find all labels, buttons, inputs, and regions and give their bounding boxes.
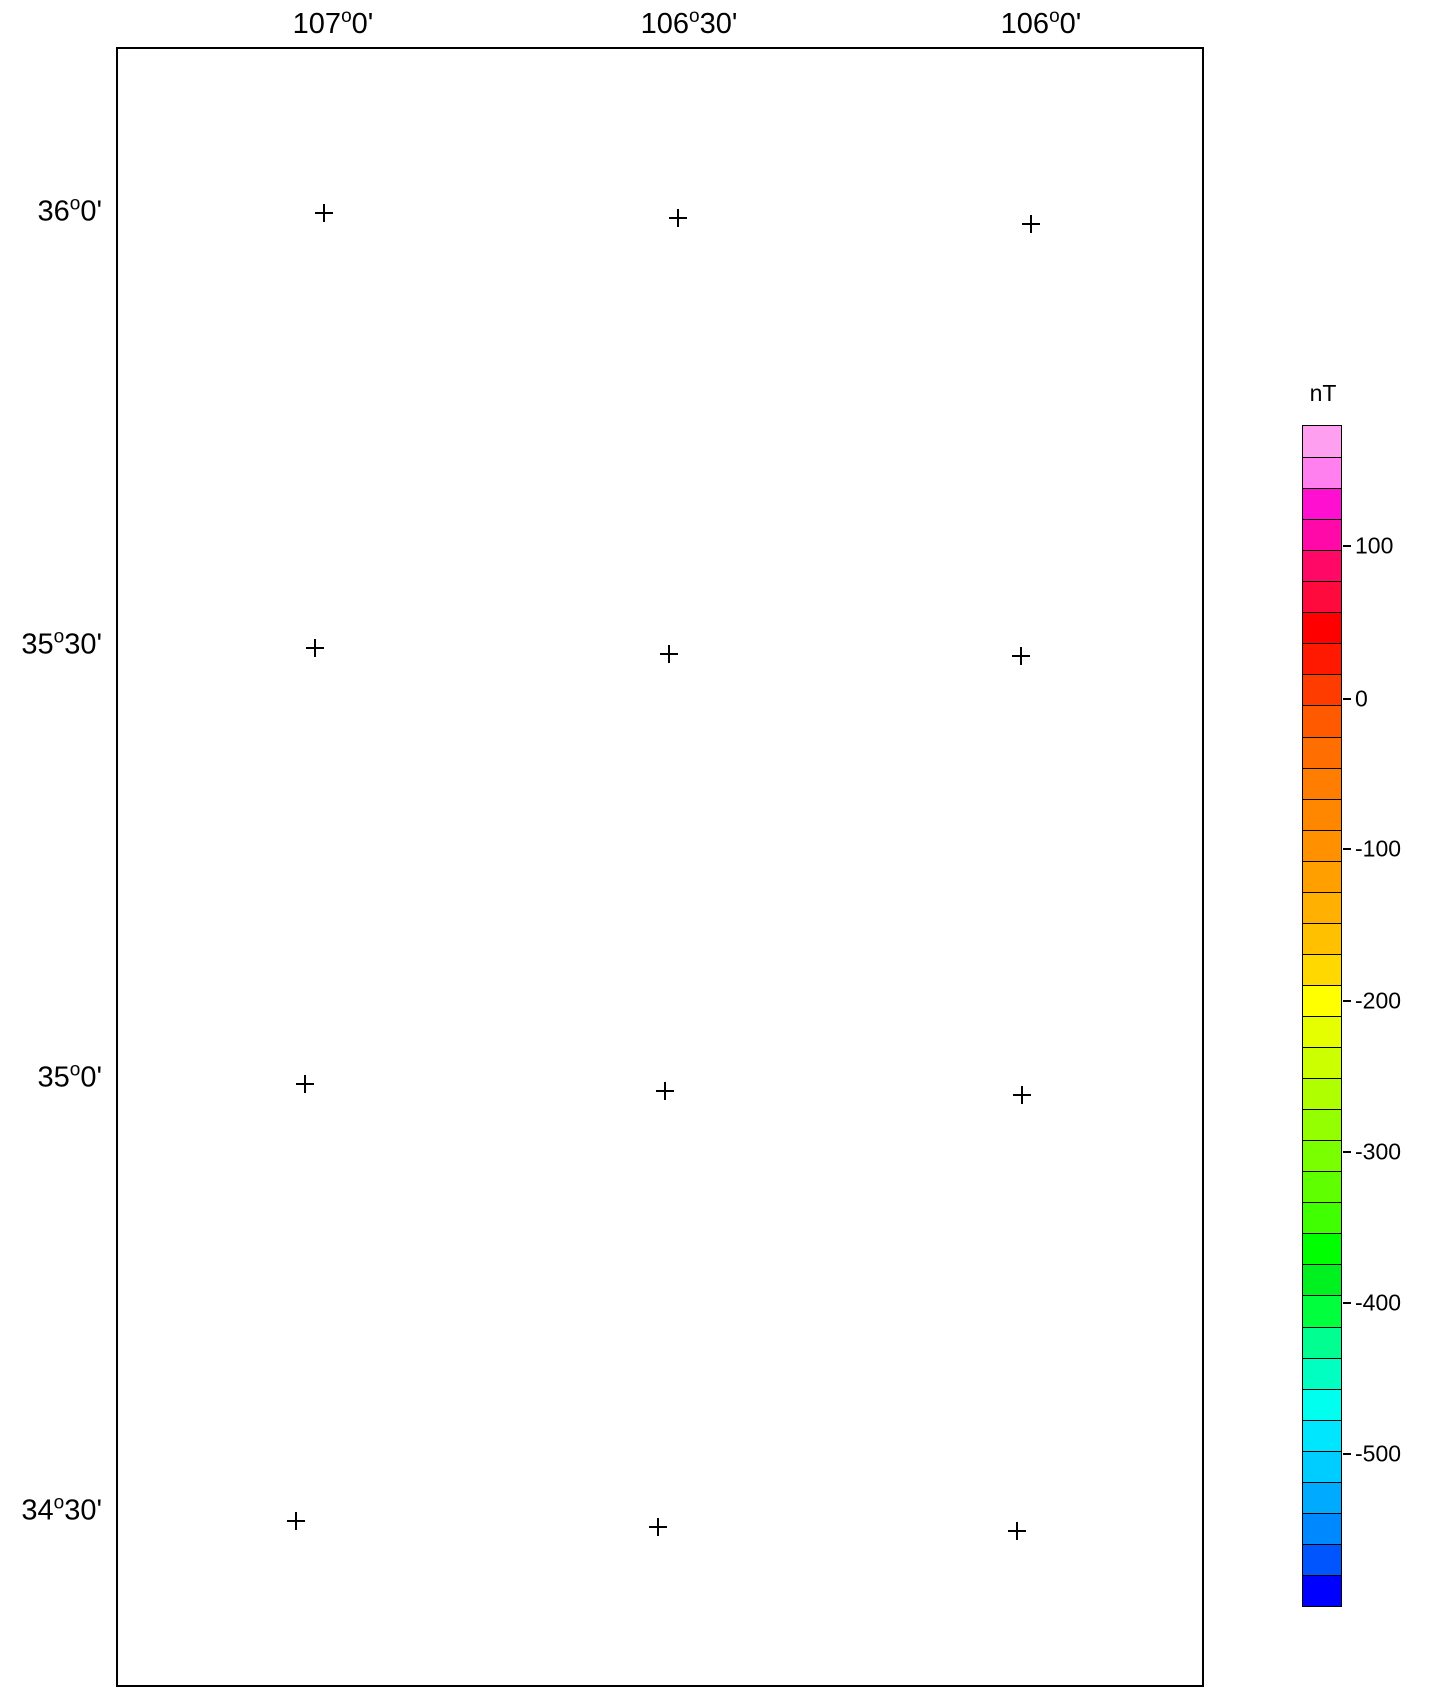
colorbar-tick-label: -200 — [1355, 987, 1402, 1014]
colorbar-tick — [1343, 1151, 1351, 1153]
graticule-cross-icon — [315, 204, 333, 222]
graticule-cross-icon — [1013, 1086, 1031, 1104]
colorbar-swatch — [1303, 1202, 1341, 1234]
colorbar-swatch — [1303, 1357, 1341, 1389]
latitude-label: 35o0' — [37, 1059, 102, 1094]
colorbar-swatch — [1303, 1016, 1341, 1048]
colorbar-tick-label: -400 — [1355, 1289, 1402, 1316]
colorbar-swatch — [1303, 457, 1341, 489]
colorbar-swatch — [1303, 953, 1341, 985]
latitude-label: 36o0' — [37, 193, 102, 228]
colorbar-unit-label: nT — [1309, 380, 1337, 406]
colorbar-swatch — [1303, 1171, 1341, 1203]
colorbar-swatch — [1303, 1388, 1341, 1420]
colorbar-swatch — [1303, 1326, 1341, 1358]
map-frame — [116, 47, 1204, 1687]
colorbar-tick-label: 100 — [1355, 532, 1394, 559]
graticule-cross-icon — [306, 639, 324, 657]
colorbar-tick — [1343, 698, 1351, 700]
colorbar-tick — [1343, 1453, 1351, 1455]
colorbar-swatch — [1303, 860, 1341, 892]
colorbar-tick — [1343, 1302, 1351, 1304]
longitude-label: 106o30' — [640, 6, 738, 40]
colorbar-swatch — [1303, 1419, 1341, 1451]
colorbar-swatch — [1303, 1047, 1341, 1079]
colorbar-swatch — [1303, 1295, 1341, 1327]
colorbar-swatch — [1303, 1574, 1341, 1606]
longitude-label: 107o0' — [292, 6, 374, 40]
colorbar-swatch — [1303, 767, 1341, 799]
colorbar-swatch — [1303, 1450, 1341, 1482]
graticule-cross-icon — [656, 1082, 674, 1100]
graticule-cross-icon — [296, 1075, 314, 1093]
colorbar-swatch — [1303, 1543, 1341, 1575]
graticule-cross-icon — [1008, 1522, 1026, 1540]
colorbar-swatch — [1303, 426, 1341, 458]
colorbar-swatch — [1303, 829, 1341, 861]
colorbar-swatch — [1303, 1264, 1341, 1296]
colorbar-swatch — [1303, 891, 1341, 923]
longitude-label: 106o0' — [1000, 6, 1082, 40]
graticule-cross-icon — [669, 209, 687, 227]
colorbar-swatch — [1303, 1512, 1341, 1544]
graticule-cross-icon — [660, 645, 678, 663]
colorbar-swatch — [1303, 1078, 1341, 1110]
graticule-cross-icon — [1012, 647, 1030, 665]
colorbar-swatch — [1303, 550, 1341, 582]
graticule-cross-icon — [1022, 215, 1040, 233]
colorbar — [1302, 425, 1342, 1607]
colorbar-tick — [1343, 848, 1351, 850]
colorbar-swatch — [1303, 705, 1341, 737]
colorbar-swatch — [1303, 1109, 1341, 1141]
colorbar-swatch — [1303, 1233, 1341, 1265]
colorbar-swatch — [1303, 984, 1341, 1016]
colorbar-swatch — [1303, 612, 1341, 644]
colorbar-tick — [1343, 1000, 1351, 1002]
colorbar-swatch — [1303, 643, 1341, 675]
colorbar-swatch — [1303, 922, 1341, 954]
colorbar-swatch — [1303, 736, 1341, 768]
colorbar-swatch — [1303, 519, 1341, 551]
latitude-label: 35o30' — [21, 626, 102, 661]
colorbar-tick-label: -500 — [1355, 1440, 1402, 1467]
colorbar-swatch — [1303, 1140, 1341, 1172]
colorbar-tick-label: -300 — [1355, 1138, 1402, 1165]
latitude-label: 34o30' — [21, 1492, 102, 1527]
colorbar-tick-label: 0 — [1355, 685, 1368, 712]
colorbar-swatch — [1303, 798, 1341, 830]
colorbar-swatch — [1303, 488, 1341, 520]
colorbar-tick-label: -100 — [1355, 835, 1402, 862]
graticule-cross-icon — [649, 1518, 667, 1536]
colorbar-swatch — [1303, 674, 1341, 706]
colorbar-tick — [1343, 545, 1351, 547]
graticule-cross-icon — [287, 1512, 305, 1530]
colorbar-swatch — [1303, 581, 1341, 613]
colorbar-swatch — [1303, 1481, 1341, 1513]
